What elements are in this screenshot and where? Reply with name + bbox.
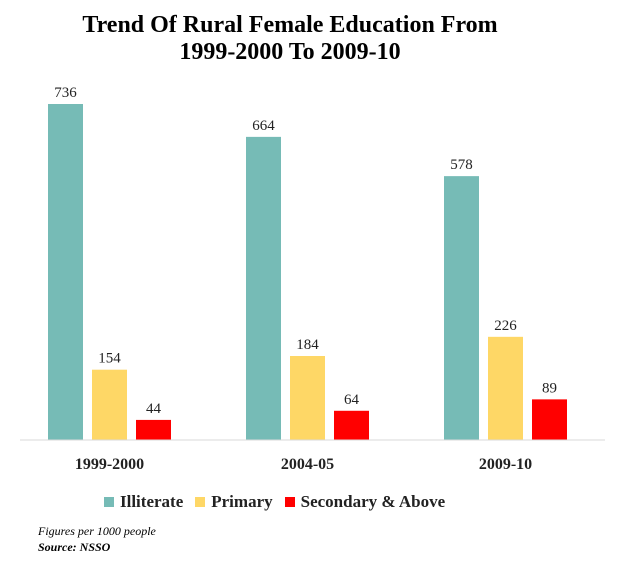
value-label: 736 (54, 85, 77, 101)
legend-item: Secondary & Above (284, 492, 446, 512)
legend-label: Illiterate (120, 492, 184, 511)
bar-primary-2004-05 (290, 356, 325, 440)
legend-item: Primary (195, 492, 273, 512)
category-label: 1999-2000 (75, 456, 144, 473)
bar-chart: 736 154 44 664 184 64 578 226 89 1999-2000 2004-0… (20, 85, 605, 473)
legend-swatch (104, 497, 114, 507)
bars-group (48, 104, 567, 440)
bar-secondary-above-2004-05 (334, 410, 369, 440)
legend-item: Illiterate (104, 492, 183, 512)
value-label: 578 (450, 157, 473, 173)
category-label: 2004-05 (281, 456, 334, 473)
bar-secondary-above-2009-10 (532, 399, 567, 440)
legend: Illiterate Primary Secondary & Above (104, 491, 445, 513)
legend-label: Secondary & Above (300, 492, 446, 511)
bar-secondary-above-1999-2000 (136, 419, 171, 440)
category-labels-group: 1999-2000 2004-05 2009-10 (75, 456, 532, 473)
bar-primary-1999-2000 (92, 369, 127, 440)
chart-title-line-2: 1999-2000 To 2009-10 (179, 39, 401, 65)
chart-title: Trend Of Rural Female Education From 199… (0, 12, 580, 66)
figures-note: Figures per 1000 people (38, 524, 156, 538)
bar-illiterate-2009-10 (444, 176, 479, 440)
bar-illiterate-1999-2000 (48, 104, 83, 440)
category-label: 2009-10 (479, 456, 532, 473)
legend-label: Primary (211, 492, 273, 511)
value-label: 44 (146, 401, 162, 417)
value-label: 226 (494, 318, 517, 334)
value-label: 89 (542, 380, 557, 396)
legend-swatch (195, 497, 206, 507)
chart-title-line-1: Trend Of Rural Female Education From (82, 12, 498, 38)
bar-primary-2009-10 (488, 336, 523, 440)
value-label: 184 (296, 337, 319, 353)
value-label: 664 (252, 118, 275, 134)
value-labels-group: 736 154 44 664 184 64 578 226 89 (54, 85, 557, 417)
bar-illiterate-2004-05 (246, 136, 281, 440)
chart-notes: Figures per 1000 people Source: NSSO (38, 523, 156, 555)
legend-swatch (284, 497, 295, 507)
value-label: 154 (98, 351, 121, 367)
value-label: 64 (344, 392, 360, 408)
source-note: Source: NSSO (38, 540, 111, 554)
